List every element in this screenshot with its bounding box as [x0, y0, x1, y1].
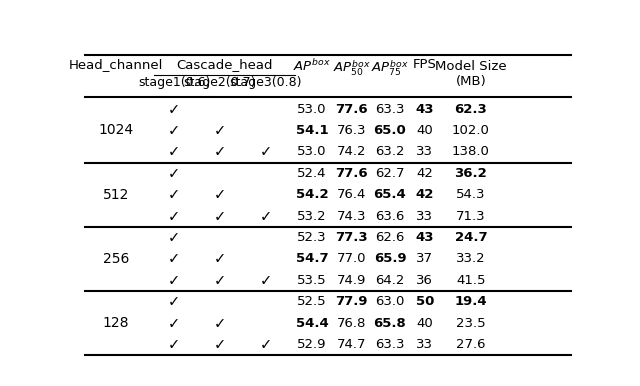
Text: 64.2: 64.2: [375, 274, 404, 287]
Text: ✓: ✓: [259, 337, 271, 352]
Text: ✓: ✓: [259, 273, 271, 288]
Text: 77.0: 77.0: [337, 252, 367, 265]
Text: $AP^{box}_{75}$: $AP^{box}_{75}$: [371, 58, 409, 78]
Text: 77.9: 77.9: [335, 295, 368, 308]
Text: 33: 33: [416, 338, 433, 351]
Text: ✓: ✓: [214, 273, 226, 288]
Text: ✓: ✓: [168, 166, 180, 181]
Text: 53.0: 53.0: [298, 103, 327, 115]
Text: 42: 42: [415, 188, 434, 201]
Text: 63.6: 63.6: [375, 210, 404, 223]
Text: 74.2: 74.2: [337, 146, 367, 158]
Text: 52.3: 52.3: [298, 231, 327, 244]
Text: $AP^{box}_{50}$: $AP^{box}_{50}$: [333, 58, 371, 78]
Text: ✓: ✓: [214, 187, 226, 202]
Text: 54.4: 54.4: [296, 317, 328, 330]
Text: 42: 42: [416, 167, 433, 180]
Text: ✓: ✓: [259, 208, 271, 223]
Text: 138.0: 138.0: [452, 146, 490, 158]
Text: $AP^{box}$: $AP^{box}$: [293, 58, 331, 74]
Text: 53.0: 53.0: [298, 146, 327, 158]
Text: 1024: 1024: [98, 124, 133, 137]
Text: ✓: ✓: [168, 123, 180, 138]
Text: 33: 33: [416, 210, 433, 223]
Text: 52.4: 52.4: [298, 167, 327, 180]
Text: 54.1: 54.1: [296, 124, 328, 137]
Text: 23.5: 23.5: [456, 317, 486, 330]
Text: ✓: ✓: [214, 337, 226, 352]
Text: ✓: ✓: [168, 273, 180, 288]
Text: ✓: ✓: [168, 208, 180, 223]
Text: 65.9: 65.9: [374, 252, 406, 265]
Text: 63.2: 63.2: [375, 146, 404, 158]
Text: 65.8: 65.8: [374, 317, 406, 330]
Text: 50: 50: [415, 295, 434, 308]
Text: 77.6: 77.6: [335, 103, 368, 115]
Text: Model Size
(MB): Model Size (MB): [435, 60, 507, 88]
Text: ✓: ✓: [214, 315, 226, 330]
Text: Head_channel: Head_channel: [68, 58, 163, 71]
Text: 65.0: 65.0: [374, 124, 406, 137]
Text: 54.3: 54.3: [456, 188, 486, 201]
Text: ✓: ✓: [168, 102, 180, 117]
Text: 128: 128: [102, 316, 129, 330]
Text: 52.9: 52.9: [298, 338, 327, 351]
Text: 76.3: 76.3: [337, 124, 367, 137]
Text: 43: 43: [415, 231, 434, 244]
Text: ✓: ✓: [214, 144, 226, 159]
Text: 74.7: 74.7: [337, 338, 367, 351]
Text: 41.5: 41.5: [456, 274, 486, 287]
Text: ✓: ✓: [214, 208, 226, 223]
Text: 63.0: 63.0: [375, 295, 404, 308]
Text: ✓: ✓: [168, 230, 180, 245]
Text: 40: 40: [417, 317, 433, 330]
Text: ✓: ✓: [168, 294, 180, 309]
Text: 512: 512: [102, 188, 129, 201]
Text: 33.2: 33.2: [456, 252, 486, 265]
Text: ✓: ✓: [259, 144, 271, 159]
Text: ✓: ✓: [168, 187, 180, 202]
Text: 63.3: 63.3: [375, 103, 404, 115]
Text: 24.7: 24.7: [454, 231, 487, 244]
Text: Cascade_head: Cascade_head: [177, 58, 273, 71]
Text: 77.6: 77.6: [335, 167, 368, 180]
Text: 62.7: 62.7: [375, 167, 404, 180]
Text: ✓: ✓: [168, 315, 180, 330]
Text: stage3(0.8): stage3(0.8): [229, 76, 301, 89]
Text: 19.4: 19.4: [454, 295, 487, 308]
Text: ✓: ✓: [168, 144, 180, 159]
Text: 27.6: 27.6: [456, 338, 486, 351]
Text: 40: 40: [417, 124, 433, 137]
Text: 33: 33: [416, 146, 433, 158]
Text: 76.8: 76.8: [337, 317, 367, 330]
Text: stage2(0.7): stage2(0.7): [184, 76, 256, 89]
Text: 74.9: 74.9: [337, 274, 367, 287]
Text: 54.2: 54.2: [296, 188, 328, 201]
Text: ✓: ✓: [214, 123, 226, 138]
Text: 53.2: 53.2: [298, 210, 327, 223]
Text: 102.0: 102.0: [452, 124, 490, 137]
Text: 43: 43: [415, 103, 434, 115]
Text: ✓: ✓: [168, 251, 180, 266]
Text: ✓: ✓: [168, 337, 180, 352]
Text: 52.5: 52.5: [298, 295, 327, 308]
Text: 77.3: 77.3: [335, 231, 368, 244]
Text: stage1(0.6): stage1(0.6): [138, 76, 211, 89]
Text: FPS: FPS: [413, 58, 436, 71]
Text: 62.3: 62.3: [454, 103, 487, 115]
Text: 65.4: 65.4: [374, 188, 406, 201]
Text: 53.5: 53.5: [298, 274, 327, 287]
Text: 71.3: 71.3: [456, 210, 486, 223]
Text: 62.6: 62.6: [375, 231, 404, 244]
Text: 37: 37: [416, 252, 433, 265]
Text: 54.7: 54.7: [296, 252, 328, 265]
Text: 36: 36: [416, 274, 433, 287]
Text: 76.4: 76.4: [337, 188, 367, 201]
Text: 74.3: 74.3: [337, 210, 367, 223]
Text: ✓: ✓: [214, 251, 226, 266]
Text: 256: 256: [102, 252, 129, 266]
Text: 63.3: 63.3: [375, 338, 404, 351]
Text: 36.2: 36.2: [454, 167, 487, 180]
